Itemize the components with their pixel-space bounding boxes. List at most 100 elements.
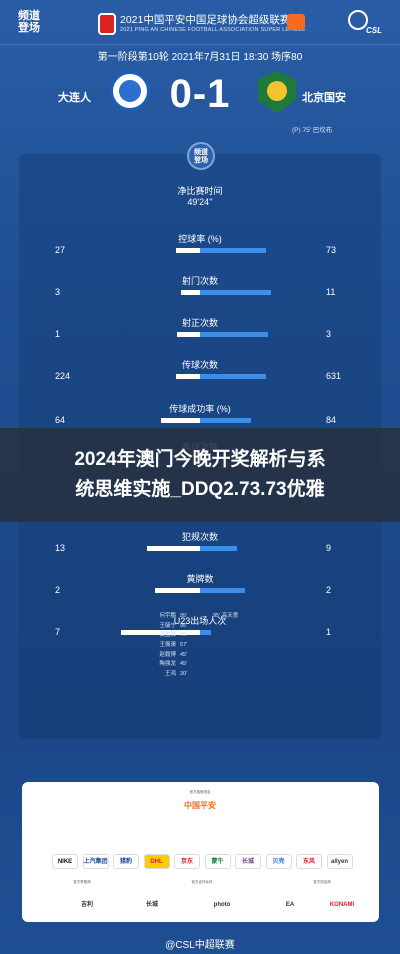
header: 频道 登场 2021中国平安中国足球协会超级联赛 2021 PING AN CH… xyxy=(0,0,400,44)
sponsor-logo: KONAMI xyxy=(329,902,355,908)
sponsor-logo: 猎豹 xyxy=(113,854,139,869)
u23-player-name: 何宇鹏 xyxy=(159,613,176,619)
home-team-name: 大连人 xyxy=(58,92,91,104)
stat-home-bar xyxy=(121,630,200,635)
net-time-label: 净比赛时间 xyxy=(177,186,223,196)
stat-home-bar xyxy=(161,418,200,423)
stat-home-bar xyxy=(176,248,200,253)
sponsor-logo: EA xyxy=(285,902,295,908)
stat-away-bar xyxy=(200,588,245,593)
u23-player-minutes: 30' xyxy=(180,671,188,678)
footer-weibo-handle[interactable]: @CSL中超联赛 xyxy=(165,940,235,951)
sponsor-card: 官方独家冠名 中国平安 NIKE 上汽集团 猎豹 DHL 京东 蒙牛 长城 贝壳 东风 allye… xyxy=(22,782,379,922)
u23-player-name: 赵毅博 xyxy=(159,651,176,658)
sponsor-logo: DHL xyxy=(143,854,170,869)
brand-logo: 频道 登场 xyxy=(18,10,40,34)
stat-home-value: 224 xyxy=(55,371,71,381)
divider xyxy=(0,44,400,45)
u23-player-minutes: 57' xyxy=(180,642,188,649)
u23-player-minutes: 45' xyxy=(180,651,188,658)
sponsor-logo: 蒙牛 xyxy=(204,854,231,869)
stat-away-value: 73 xyxy=(326,245,337,255)
u23-home-list: 何宇鹏 95' 王毓宁 95' 黄盈辉 70' 王振澳 57' 赵毅博 45' 陶强龙 45' 王鸿 30… xyxy=(140,611,280,679)
match-score: 0-1 xyxy=(169,72,231,116)
goal-scorer-info: (P) 75' 巴坎布 xyxy=(292,127,333,134)
league-subtitle: 2021 PING AN CHINESE FOOTBALL ASSOCIATIO… xyxy=(120,27,306,33)
u23-player-minutes: 70' xyxy=(180,632,188,639)
away-team-crest-icon xyxy=(258,71,296,113)
stat-away-bar xyxy=(200,630,211,635)
u23-player-row: 黄盈辉 70' xyxy=(140,630,280,640)
stat-away-value: 1 xyxy=(326,627,332,637)
sponsor-tier-title: 官方供应商 xyxy=(313,880,331,884)
stat-away-value: 3 xyxy=(326,329,332,339)
net-time-value: 49'24'' xyxy=(187,197,213,207)
stat-home-bar xyxy=(177,332,200,337)
stat-away-value: 84 xyxy=(326,415,337,425)
league-logo-icon xyxy=(98,13,116,35)
sponsor-tier-title: 官方合作伙伴 xyxy=(191,880,213,884)
u23-player-name: 王毓宁 xyxy=(159,622,176,629)
stat-away-value: 9 xyxy=(326,543,332,553)
home-team-crest-icon xyxy=(110,71,150,111)
u23-player-row: 王振澳 57' xyxy=(140,640,280,650)
sponsor-logo: 东风 xyxy=(296,854,322,869)
stat-label: U23出场人次 xyxy=(173,616,227,626)
stat-home-bar xyxy=(155,588,200,593)
sponsor-logo: 贝壳 xyxy=(265,854,292,869)
sponsor-logo: allyen xyxy=(326,854,353,869)
stat-home-value: 13 xyxy=(55,543,66,553)
sponsor-logo: 吉利 xyxy=(80,902,93,908)
u23-player-name: 王振澳 xyxy=(159,642,176,649)
sponsor-logo: 长城 xyxy=(235,854,261,869)
sponsor-tier-title: 官方赞助商 xyxy=(73,880,91,884)
stat-label: 传球次数 xyxy=(181,360,218,370)
panel-badge-icon: 频道 登场 xyxy=(187,142,215,170)
u23-player-row: 王毓宁 95' xyxy=(140,621,280,631)
stat-home-value: 64 xyxy=(55,415,66,425)
match-info: 第一阶段第10轮 2021年7月31日 18:30 场序80 xyxy=(97,52,303,63)
u23-player-row: 陶强龙 45' xyxy=(140,659,280,669)
stat-label: 传球成功率 (%) xyxy=(169,404,231,414)
stat-away-bar xyxy=(200,332,268,337)
csl-logo: CSL xyxy=(346,10,390,40)
stat-away-bar xyxy=(200,248,266,253)
stat-home-value: 27 xyxy=(55,245,66,255)
stat-label: 黄牌数 xyxy=(186,574,214,584)
csl-logo-text: CSL xyxy=(366,26,382,35)
u23-player-name: 王鸿 xyxy=(164,671,176,678)
banner-line-2: 统思维实施_DDQ2.73.73优雅 xyxy=(75,479,325,500)
sponsor-logo: 京东 xyxy=(174,854,200,869)
stat-away-bar xyxy=(200,546,237,551)
stat-away-value: 631 xyxy=(326,371,342,381)
u23-player-minutes: 95' xyxy=(180,613,188,619)
main-sponsor-logo: 中国平安 xyxy=(184,801,216,810)
stat-away-bar xyxy=(200,290,271,295)
u23-player-minutes: 95' xyxy=(180,622,188,629)
u23-player-row: 王鸿 30' xyxy=(140,669,280,679)
stat-label: 控球率 (%) xyxy=(178,234,222,244)
u23-away-entry: 95' 高天意 xyxy=(213,613,239,619)
stat-label: 射正次数 xyxy=(181,318,218,328)
ball-icon xyxy=(348,10,368,30)
stat-label: 犯规次数 xyxy=(181,532,218,542)
stat-home-value: 3 xyxy=(55,287,61,297)
stat-home-value: 1 xyxy=(55,329,61,339)
sponsor-logo: NIKE xyxy=(52,854,78,869)
stat-away-bar xyxy=(200,374,266,379)
banner-line-1: 2024年澳门今晚开奖解析与系 xyxy=(74,449,326,470)
sponsor-logo: 长城 xyxy=(145,902,158,908)
stat-home-value: 2 xyxy=(55,585,61,595)
u23-player-minutes: 45' xyxy=(180,661,188,668)
away-team-name: 北京国安 xyxy=(302,92,346,104)
stat-away-value: 11 xyxy=(326,287,336,297)
stat-home-bar xyxy=(147,546,200,551)
u23-player-row: 赵毅博 45' xyxy=(140,650,280,660)
stat-home-bar xyxy=(176,374,200,379)
overlay-banner xyxy=(0,428,400,522)
sponsor-logo: 上汽集团 xyxy=(82,854,109,869)
league-title: 2021中国平安中国足球协会超级联赛 xyxy=(120,14,291,26)
overlay-banner-text: 2024年澳门今晚开奖解析与系 统思维实施_DDQ2.73.73优雅 xyxy=(0,445,400,505)
main-sponsor-title: 官方独家冠名 xyxy=(189,790,211,794)
